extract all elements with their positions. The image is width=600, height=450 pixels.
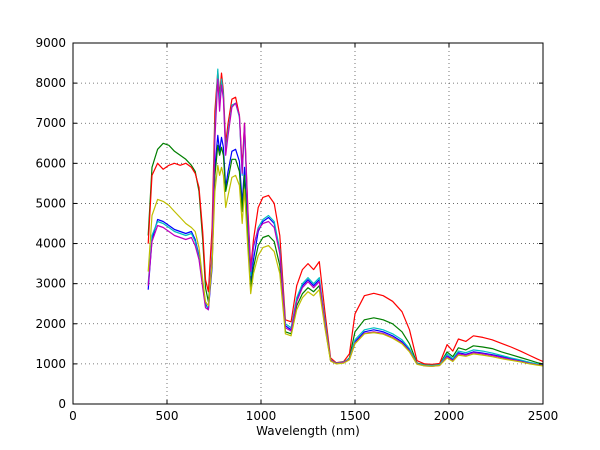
y-tick-label: 1000	[35, 357, 66, 371]
y-tick-label: 3000	[35, 277, 66, 291]
x-tick-label: 2500	[528, 409, 559, 423]
y-tick-label: 5000	[35, 196, 66, 210]
x-tick-label: 500	[156, 409, 179, 423]
y-tick-label: 4000	[35, 237, 66, 251]
y-tick-label: 9000	[35, 36, 66, 50]
y-tick-label: 6000	[35, 156, 66, 170]
x-tick-label: 1000	[246, 409, 277, 423]
x-tick-label: 2000	[434, 409, 465, 423]
y-tick-label: 7000	[35, 116, 66, 130]
x-tick-label: 0	[69, 409, 77, 423]
y-tick-label: 2000	[35, 317, 66, 331]
y-tick-label: 8000	[35, 76, 66, 90]
axes-frame	[72, 42, 544, 405]
x-axis-label: Wavelength (nm)	[256, 424, 360, 438]
spectrum-yellow-line	[147, 164, 544, 367]
y-tick-label: 0	[58, 397, 66, 411]
x-tick-label: 1500	[340, 409, 371, 423]
